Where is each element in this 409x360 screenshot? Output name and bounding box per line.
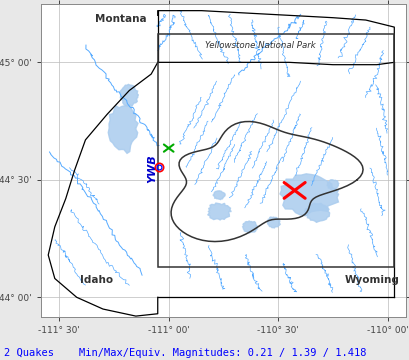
Polygon shape [212,191,225,199]
Polygon shape [108,105,138,153]
Polygon shape [207,203,231,220]
Bar [157,34,393,267]
Polygon shape [120,84,138,107]
Text: Wyoming: Wyoming [344,275,399,285]
Polygon shape [279,174,338,216]
Polygon shape [267,217,279,228]
Polygon shape [242,221,256,233]
Text: Yellowstone National Park: Yellowstone National Park [205,41,315,50]
Polygon shape [304,203,329,222]
Text: Montana: Montana [94,14,146,24]
Text: Idaho: Idaho [80,275,113,285]
Text: 2 Quakes    Min/Max/Equiv. Magnitudes: 0.21 / 1.39 / 1.418: 2 Quakes Min/Max/Equiv. Magnitudes: 0.21… [4,348,366,358]
Text: YWB: YWB [147,154,157,183]
Polygon shape [326,180,338,189]
